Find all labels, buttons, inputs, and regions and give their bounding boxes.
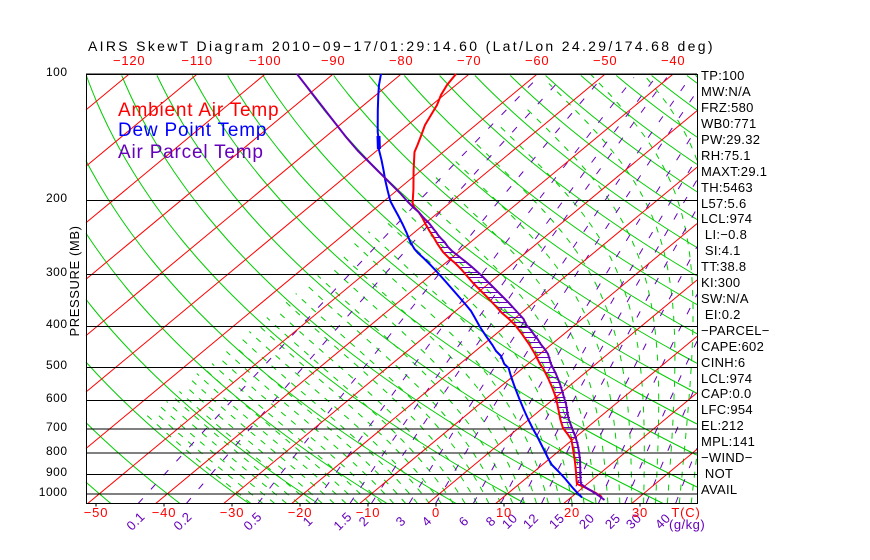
svg-text:12: 12 (520, 510, 542, 532)
svg-text:25: 25 (602, 510, 624, 532)
svg-text:6: 6 (456, 513, 472, 529)
svg-text:3: 3 (393, 513, 409, 529)
svg-text:(g/kg): (g/kg) (669, 517, 705, 532)
svg-text:PRESSURE (MB): PRESSURE (MB) (67, 225, 82, 336)
svg-text:1.5: 1.5 (330, 509, 354, 533)
svg-text:0.1: 0.1 (123, 509, 147, 533)
